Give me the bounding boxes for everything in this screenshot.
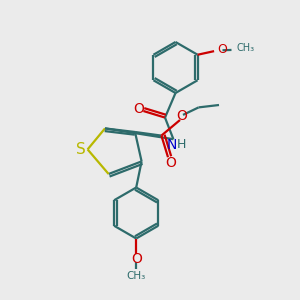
Text: S: S — [76, 142, 86, 157]
Text: O: O — [131, 252, 142, 266]
Text: CH₃: CH₃ — [237, 44, 255, 53]
Text: O: O — [134, 102, 144, 116]
Text: O: O — [218, 43, 228, 56]
Text: N: N — [167, 138, 177, 152]
Text: O: O — [176, 109, 187, 123]
Text: H: H — [177, 138, 187, 151]
Text: CH₃: CH₃ — [127, 271, 146, 281]
Text: O: O — [165, 156, 176, 170]
